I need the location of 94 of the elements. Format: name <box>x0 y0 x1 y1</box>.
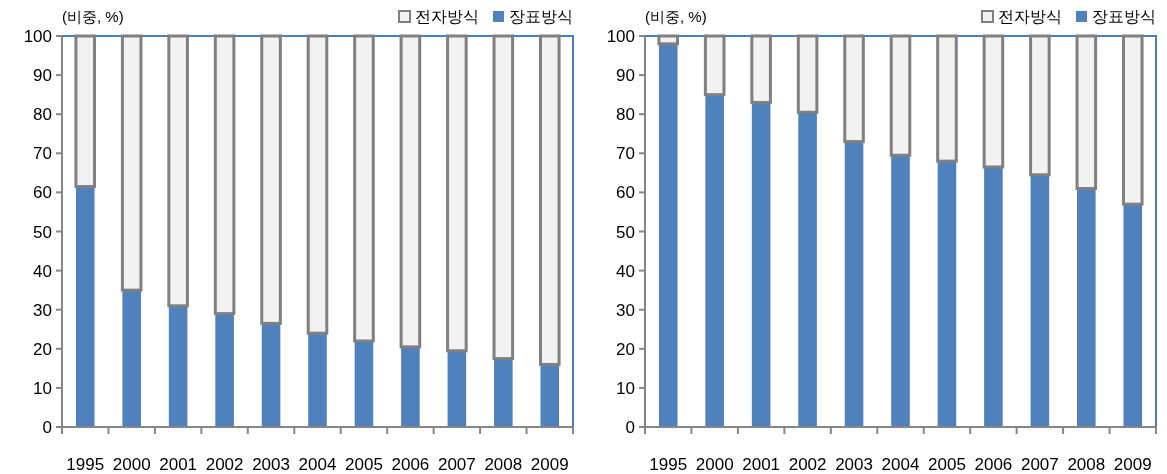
y-tick-label: 60 <box>616 183 635 203</box>
x-tick-label: 2008 <box>484 455 523 474</box>
bar <box>122 290 141 427</box>
bar <box>1029 34 1051 177</box>
bar <box>168 305 188 427</box>
bar <box>657 34 680 46</box>
y-tick-label: 90 <box>33 66 52 86</box>
x-tick-label: 2005 <box>345 455 383 474</box>
bar <box>399 34 422 349</box>
y-tick-label: 50 <box>616 222 635 242</box>
bar <box>308 333 327 427</box>
bar <box>891 155 910 427</box>
y-tick-label: 10 <box>616 378 635 398</box>
bar <box>260 34 282 325</box>
bar <box>74 34 97 189</box>
bar <box>354 340 374 427</box>
x-tick-label: 2001 <box>159 455 198 474</box>
x-tick-label: 2000 <box>112 455 151 474</box>
bar <box>215 313 234 427</box>
x-tick-label: 2004 <box>881 455 920 474</box>
bar <box>705 94 724 427</box>
y-tick-label: 100 <box>606 27 635 46</box>
x-tick-label: 2007 <box>437 455 476 474</box>
bar <box>1121 34 1144 206</box>
y-tick-label: 60 <box>33 183 52 203</box>
bar <box>167 34 189 308</box>
y-tick-label: 40 <box>33 261 52 281</box>
bar <box>798 112 817 427</box>
bar <box>75 186 95 427</box>
x-tick-label: 2004 <box>298 455 337 474</box>
y-tick-label: 10 <box>33 378 52 398</box>
x-tick-label: 1995 <box>66 455 105 474</box>
y-axis-title: (비중, %) <box>62 8 124 25</box>
y-tick-label: 30 <box>33 300 52 320</box>
bar <box>796 34 819 114</box>
x-tick-label: 2009 <box>1113 455 1152 474</box>
bar <box>1077 188 1096 427</box>
bar <box>937 161 957 427</box>
bar <box>658 43 678 427</box>
bar <box>494 358 513 427</box>
x-tick-label: 2001 <box>742 455 781 474</box>
bar <box>750 34 772 104</box>
y-tick-label: 20 <box>33 339 52 359</box>
bar <box>1030 174 1050 427</box>
y-tick-label: 80 <box>33 105 52 125</box>
x-tick-label: 2005 <box>928 455 966 474</box>
bar <box>447 350 467 427</box>
bar <box>401 346 420 427</box>
y-tick-label: 30 <box>616 300 635 320</box>
x-tick-label: 2002 <box>205 455 244 474</box>
x-tick-label: 2002 <box>788 455 827 474</box>
bar <box>889 34 912 157</box>
bar <box>353 34 375 343</box>
legend-label: 전자방식 <box>415 8 479 25</box>
bar <box>261 323 281 427</box>
y-tick-label: 90 <box>616 66 635 86</box>
y-tick-label: 70 <box>616 144 635 164</box>
y-tick-label: 0 <box>625 418 635 437</box>
bar <box>982 34 1005 169</box>
bar <box>1123 204 1143 427</box>
bar <box>540 364 560 427</box>
x-tick-label: 2009 <box>530 455 569 474</box>
bar <box>120 34 143 292</box>
bar <box>751 102 771 427</box>
bar <box>936 34 958 163</box>
bar <box>213 34 236 316</box>
x-tick-label: 2008 <box>1067 455 1106 474</box>
bar <box>306 34 329 335</box>
y-tick-label: 100 <box>23 27 52 46</box>
y-tick-label: 70 <box>33 144 52 164</box>
bar <box>1075 34 1098 190</box>
y-tick-label: 20 <box>616 339 635 359</box>
x-tick-label: 1995 <box>649 455 688 474</box>
y-tick-label: 80 <box>616 105 635 125</box>
y-tick-label: 40 <box>616 261 635 281</box>
x-tick-label: 2006 <box>974 455 1013 474</box>
y-tick-label: 50 <box>33 222 52 242</box>
bar <box>703 34 726 97</box>
bar <box>844 141 864 427</box>
x-tick-label: 2006 <box>391 455 430 474</box>
x-tick-label: 2000 <box>695 455 734 474</box>
y-axis-title: (비중, %) <box>645 8 707 25</box>
x-tick-label: 2003 <box>835 455 873 474</box>
x-tick-label: 2003 <box>252 455 290 474</box>
bar <box>446 34 468 353</box>
legend-label: 장표방식 <box>509 8 573 25</box>
bar <box>492 34 515 361</box>
bar <box>843 34 865 144</box>
bar <box>538 34 561 366</box>
legend-label: 전자방식 <box>998 8 1062 25</box>
y-tick-label: 0 <box>42 418 52 437</box>
bar <box>984 166 1003 427</box>
legend-label: 장표방식 <box>1092 8 1156 25</box>
x-tick-label: 2007 <box>1020 455 1059 474</box>
